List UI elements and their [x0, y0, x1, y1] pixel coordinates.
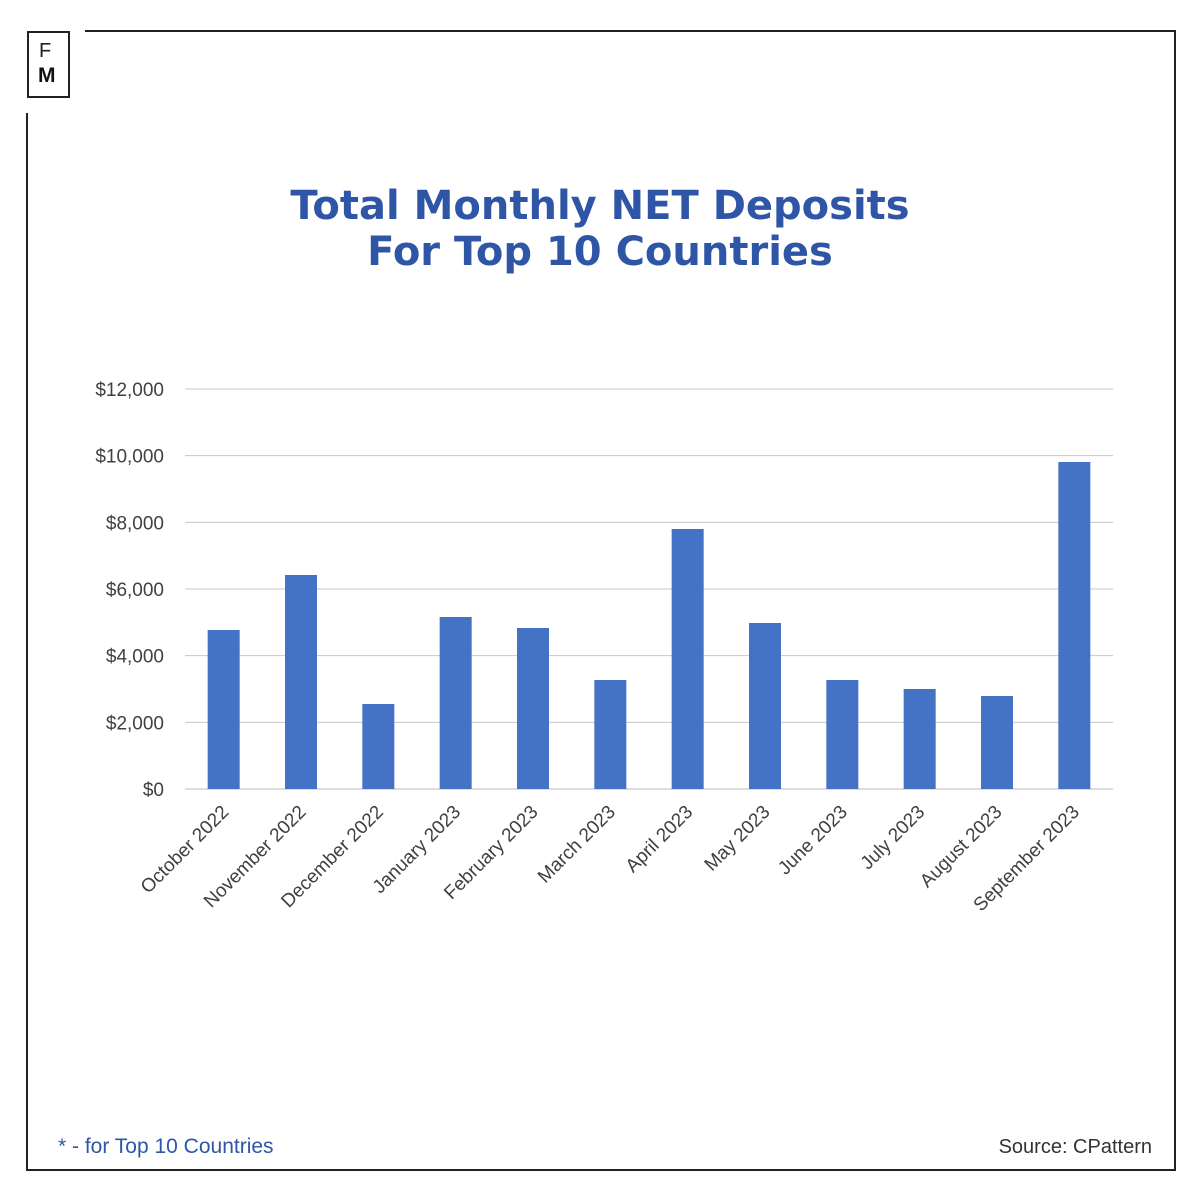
frame-left — [26, 113, 28, 1171]
y-tick-label: $12,000 — [95, 380, 164, 401]
chart-title: Total Monthly NET Deposits For Top 10 Co… — [0, 183, 1200, 275]
x-tick-label: July 2023 — [857, 802, 929, 874]
bar — [826, 680, 859, 789]
frame-top — [85, 30, 1176, 32]
bar — [749, 623, 781, 789]
bar — [1058, 462, 1091, 789]
bar — [517, 628, 549, 789]
frame-right — [1174, 30, 1176, 1171]
fm-logo: F M — [27, 31, 70, 98]
x-tick-label: April 2023 — [622, 802, 697, 877]
y-tick-label: $8,000 — [106, 513, 164, 534]
logo-letter-f: F — [39, 40, 52, 62]
x-tick-label: May 2023 — [701, 802, 775, 876]
chart-title-line-2: For Top 10 Countries — [367, 229, 833, 275]
logo-letter-m: M — [38, 64, 56, 87]
chart-title-line-1: Total Monthly NET Deposits — [290, 183, 910, 229]
bar — [362, 704, 395, 789]
bar — [981, 696, 1013, 789]
x-tick-label: March 2023 — [534, 802, 620, 888]
x-tick-label: June 2023 — [774, 802, 852, 880]
y-tick-label: $2,000 — [106, 713, 164, 734]
bar — [594, 680, 627, 789]
bar — [285, 575, 317, 789]
y-tick-label: $6,000 — [106, 580, 164, 601]
source-label: Source: CPattern — [998, 1136, 1152, 1158]
bar — [903, 689, 936, 789]
y-tick-label: $0 — [143, 780, 164, 801]
footnote: * - for Top 10 Countries — [58, 1135, 274, 1158]
bar — [439, 617, 472, 789]
bar — [671, 529, 704, 789]
bar — [207, 630, 240, 789]
y-tick-label: $10,000 — [95, 447, 164, 468]
frame-bottom — [26, 1169, 1176, 1171]
y-tick-label: $4,000 — [106, 647, 164, 668]
